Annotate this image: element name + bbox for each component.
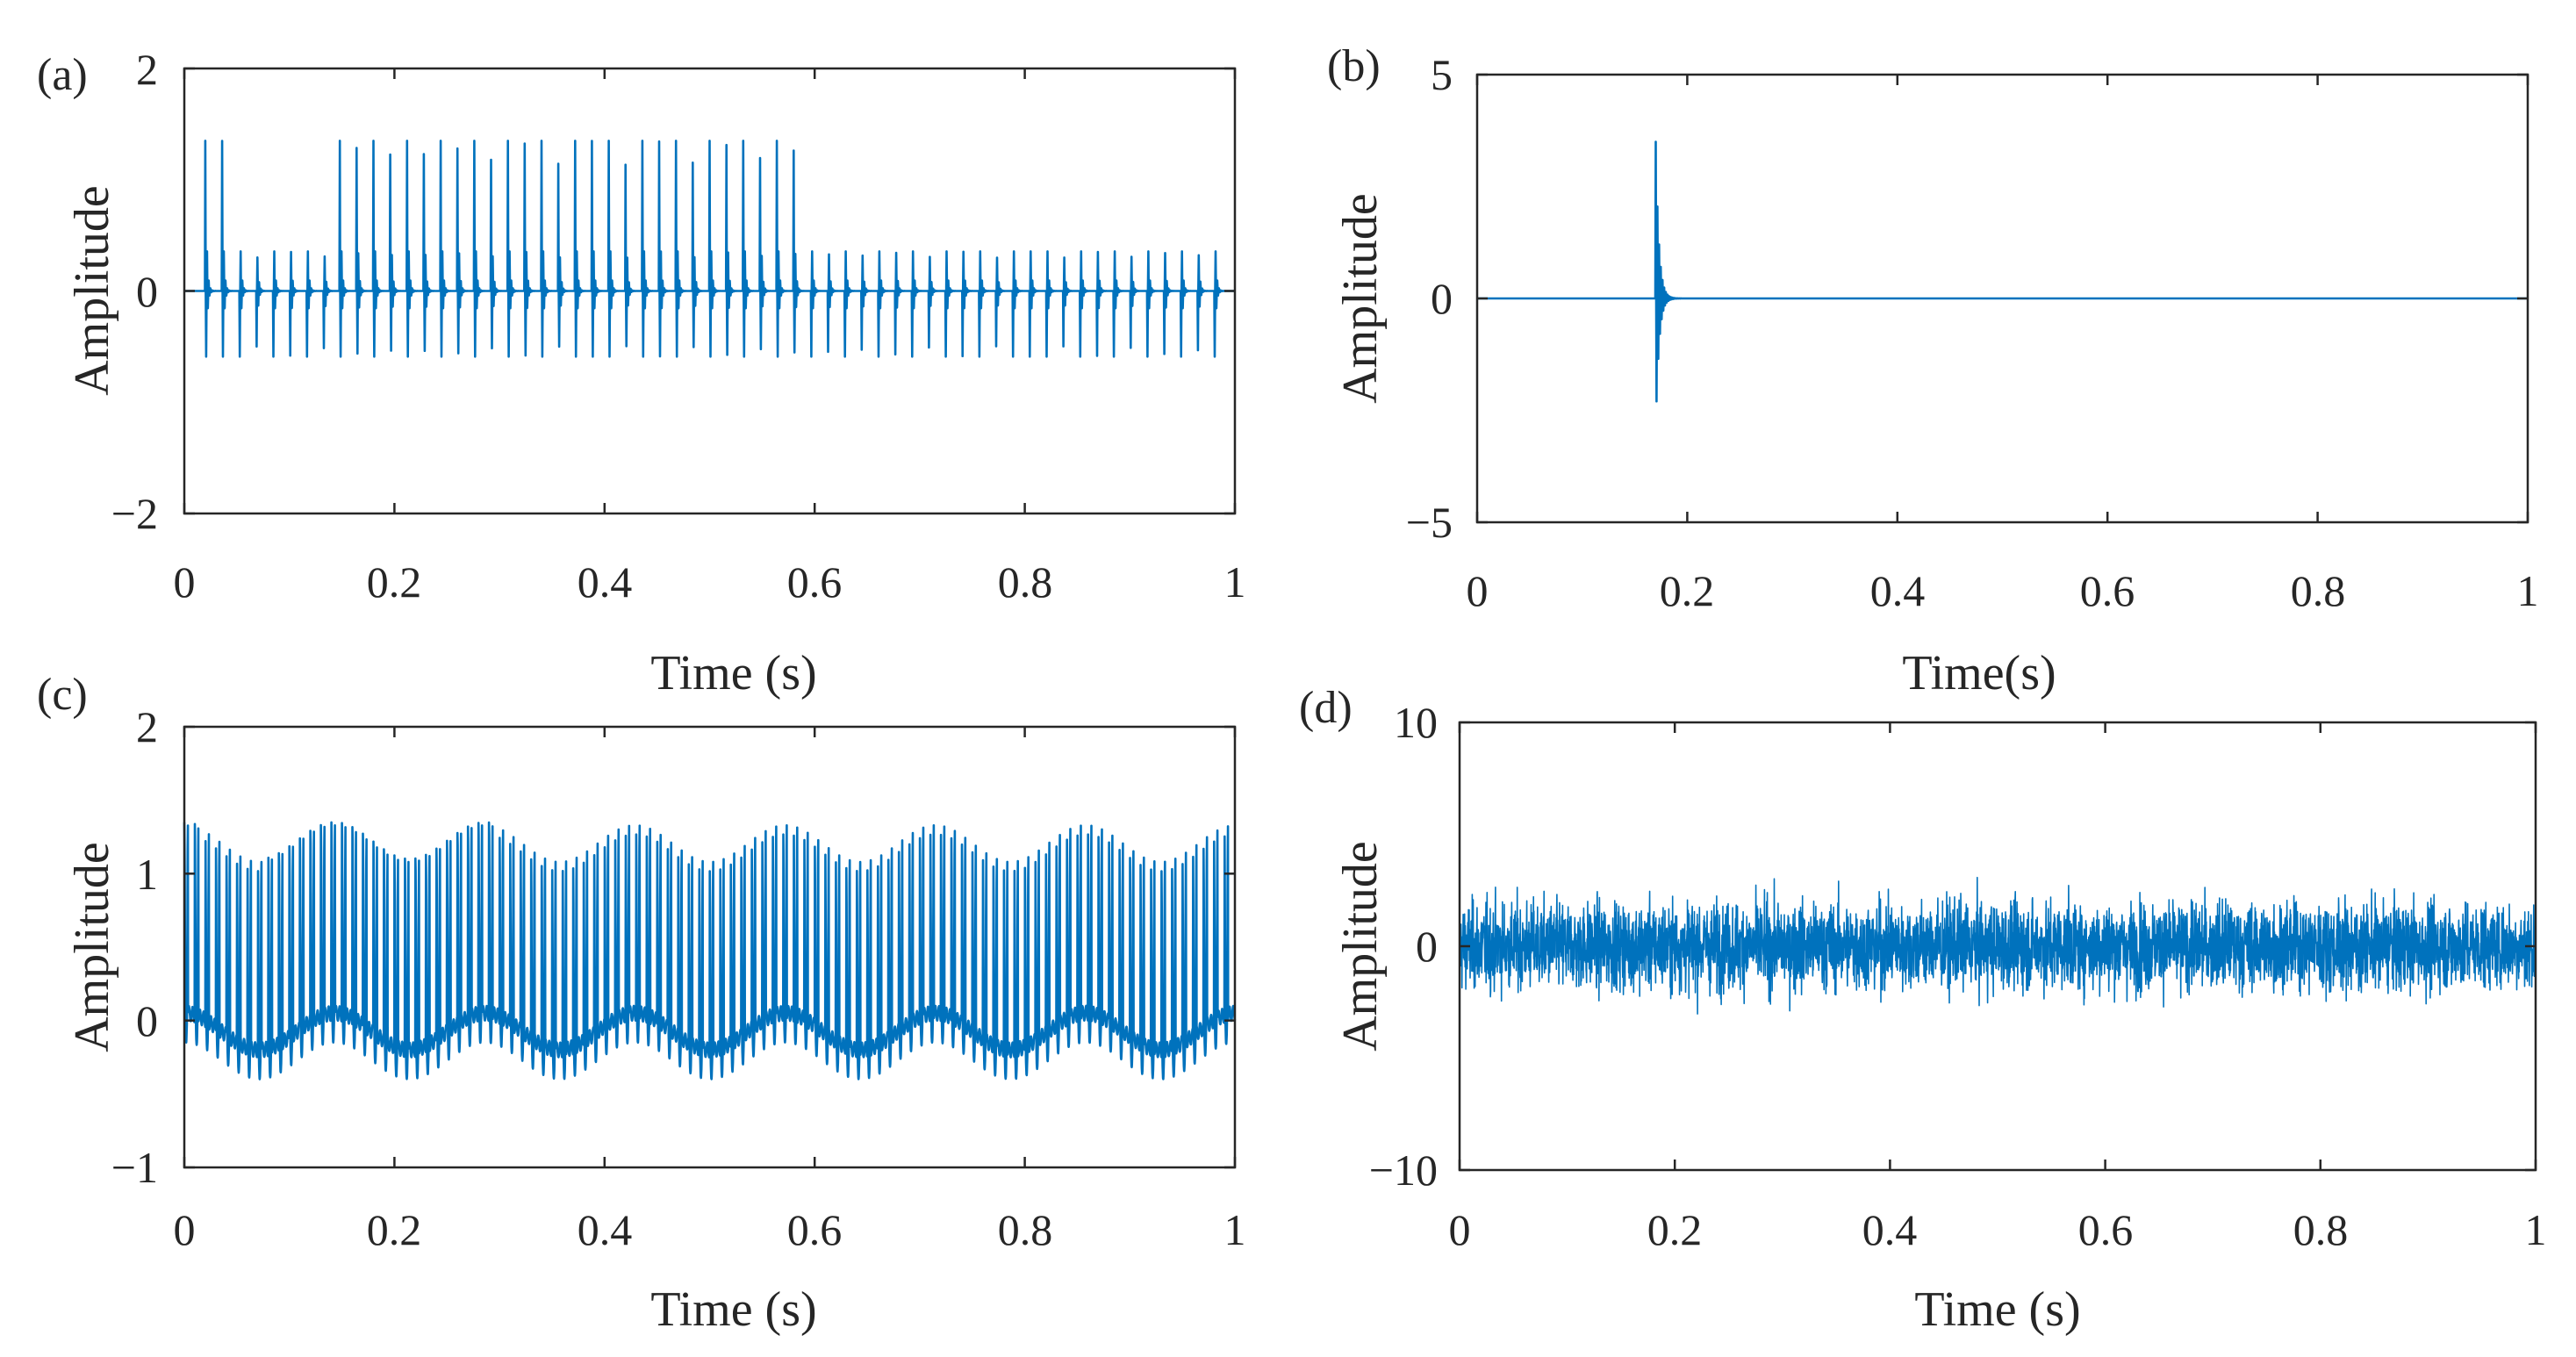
x-axis-label: Time (s): [650, 1282, 816, 1337]
y-tick-label: 10: [1394, 698, 1438, 747]
x-tick-label: 1: [2517, 566, 2539, 615]
x-tick-label: 0.8: [998, 557, 1053, 607]
x-tick-labels: 0 0.2 0.4 0.6 0.8 1: [1449, 1205, 2547, 1254]
x-tick-label: 0.6: [787, 1205, 843, 1254]
y-tick-label: 2: [136, 702, 158, 751]
signal-trace: [183, 821, 1237, 1081]
x-tick-label: 0: [174, 1205, 196, 1254]
x-tick-label: 0.8: [2291, 566, 2346, 615]
y-tick-label: 0: [136, 996, 158, 1045]
y-tick-label: 2: [136, 45, 158, 94]
y-axis-label: Amplitude: [1333, 841, 1388, 1052]
x-tick-label: 0.4: [1870, 566, 1926, 615]
tick-marks: [183, 67, 1237, 515]
x-tick-label: 0.2: [367, 557, 422, 607]
x-tick-label: 0.2: [1660, 566, 1715, 615]
y-axis-label: Amplitude: [1333, 193, 1388, 404]
y-tick-label: 5: [1431, 50, 1453, 99]
x-tick-labels: 0 0.2 0.4 0.6 0.8 1: [174, 1205, 1246, 1254]
panel-b: (b) 0 0.2 0.4 0.6 0.8 1 −5 0 5 Time(s) A…: [1327, 41, 2539, 700]
y-tick-label: −10: [1369, 1145, 1438, 1195]
x-axis-label: Time (s): [1914, 1282, 2080, 1337]
y-tick-labels: −5 0 5: [1406, 50, 1453, 547]
x-tick-label: 0: [174, 557, 196, 607]
panel-d: (d) 0 0.2 0.4 0.6 0.8 1 −10 0 10 Time (s…: [1299, 683, 2547, 1337]
y-axis-label: Amplitude: [65, 185, 119, 396]
x-axis-label: Time (s): [650, 646, 816, 700]
x-tick-label: 0.8: [2293, 1205, 2349, 1254]
x-tick-label: 0.2: [367, 1205, 422, 1254]
y-tick-label: 0: [136, 267, 158, 316]
tick-marks: [1458, 721, 2537, 1172]
signal-line: [1459, 876, 2537, 1015]
x-tick-label: 0.6: [787, 557, 843, 607]
x-axis-label: Time(s): [1902, 646, 2056, 700]
signal-trace: [183, 140, 1236, 358]
y-tick-label: 1: [136, 850, 158, 899]
y-tick-label: 0: [1431, 274, 1453, 323]
panel-label: (b): [1327, 41, 1381, 91]
x-tick-label: 0: [1449, 1205, 1471, 1254]
x-tick-label: 0.4: [578, 557, 633, 607]
x-tick-label: 0.8: [998, 1205, 1053, 1254]
tick-marks: [1475, 73, 2529, 524]
y-tick-label: −2: [111, 489, 158, 538]
x-tick-labels: 0 0.2 0.4 0.6 0.8 1: [174, 557, 1246, 607]
y-tick-label: −1: [111, 1143, 158, 1192]
signal-line: [183, 821, 1237, 1081]
panel-label: (d): [1299, 683, 1353, 733]
signal-line: [183, 140, 1236, 358]
x-tick-label: 1: [1224, 557, 1246, 607]
signal-line: [1476, 140, 2529, 403]
y-tick-labels: −2 0 2: [111, 45, 158, 538]
y-tick-label: 0: [1416, 922, 1438, 971]
x-tick-label: 0.6: [2080, 566, 2135, 615]
x-tick-label: 1: [2525, 1205, 2547, 1254]
y-tick-labels: −10 0 10: [1369, 698, 1438, 1195]
x-tick-label: 0.6: [2078, 1205, 2134, 1254]
x-tick-label: 0.2: [1647, 1205, 1703, 1254]
panel-a: (a) 0 0.2 0.4 0.6 0.8 1 −2 0 2 Time (s) …: [37, 45, 1246, 700]
axes-box: [183, 725, 1237, 1169]
signal-trace: [1476, 140, 2529, 403]
panel-label: (c): [37, 670, 88, 720]
y-tick-label: −5: [1406, 498, 1453, 547]
y-tick-labels: −1 0 1 2: [111, 702, 158, 1192]
x-tick-label: 1: [1224, 1205, 1246, 1254]
x-tick-labels: 0 0.2 0.4 0.6 0.8 1: [1467, 566, 2539, 615]
x-tick-label: 0.4: [1862, 1205, 1918, 1254]
y-axis-label: Amplitude: [65, 842, 119, 1052]
signal-trace: [1459, 876, 2537, 1015]
x-tick-label: 0: [1467, 566, 1489, 615]
panel-label: (a): [37, 50, 88, 100]
panel-c: (c) 0 0.2 0.4 0.6 0.8 1 −1 0 1 2 Time (s…: [37, 670, 1246, 1337]
x-tick-label: 0.4: [578, 1205, 633, 1254]
tick-marks: [183, 725, 1237, 1169]
